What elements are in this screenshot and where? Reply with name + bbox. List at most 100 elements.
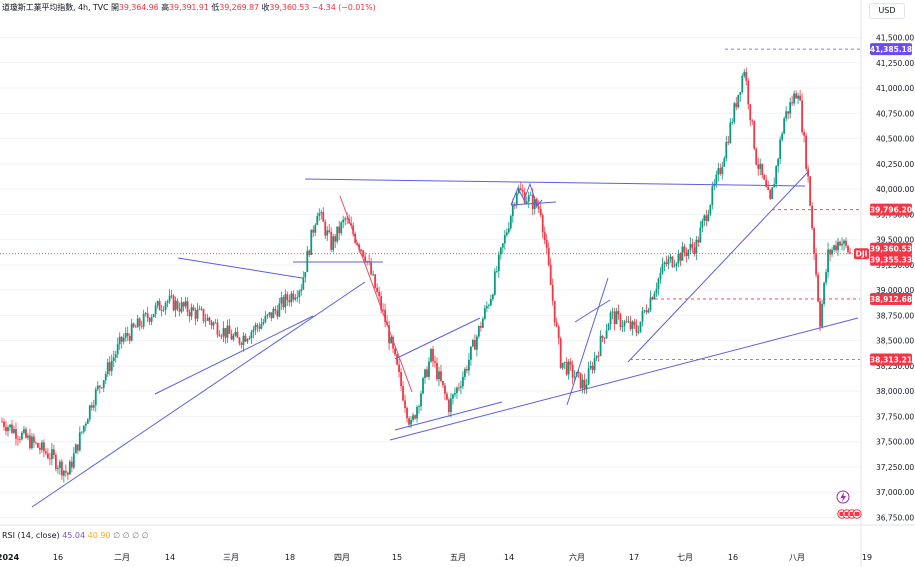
candle bbox=[635, 319, 638, 337]
candle-body bbox=[260, 323, 263, 329]
rsi-value-1: 45.04 bbox=[62, 531, 86, 540]
candle bbox=[481, 316, 484, 329]
y-tick-label: 39,500.00 bbox=[876, 236, 914, 245]
price-axis[interactable]: 36,750.00 37,000.00 37,250.00 37,500.00 37,7… bbox=[876, 34, 914, 523]
candle bbox=[46, 448, 49, 460]
candle bbox=[675, 262, 678, 272]
candle bbox=[212, 321, 215, 330]
candle-body bbox=[41, 442, 43, 450]
candle bbox=[729, 118, 732, 144]
candle-body bbox=[555, 322, 558, 327]
candle bbox=[112, 350, 115, 368]
candle-body bbox=[252, 329, 255, 332]
candle bbox=[509, 214, 512, 231]
rsi-legend[interactable]: RSI (14, close) 45.04 40.90 ∅ ∅ ∅ ∅ bbox=[2, 531, 149, 540]
price-label-last: 39,360.53 bbox=[870, 242, 912, 255]
candle bbox=[567, 358, 570, 380]
candle-body bbox=[29, 435, 31, 449]
candle bbox=[64, 464, 67, 477]
candle-body bbox=[148, 318, 151, 322]
trendline bbox=[394, 317, 481, 360]
candle-body bbox=[110, 360, 113, 372]
candle-body bbox=[438, 371, 440, 380]
candle bbox=[511, 198, 514, 223]
candle bbox=[236, 326, 239, 338]
candle-body bbox=[775, 166, 778, 185]
lightning-icon[interactable] bbox=[836, 490, 850, 504]
candle bbox=[228, 319, 231, 335]
candle bbox=[74, 443, 77, 454]
candle bbox=[721, 161, 724, 180]
candle bbox=[402, 381, 404, 402]
candle-body bbox=[352, 225, 355, 235]
candle-body bbox=[188, 312, 191, 317]
candle-body bbox=[525, 201, 528, 204]
candle bbox=[687, 249, 690, 260]
event-flags-icon[interactable] bbox=[837, 509, 862, 519]
candle-body bbox=[378, 291, 381, 297]
candle-body bbox=[489, 299, 492, 306]
symbol-title[interactable]: 道瓊斯工業平均指數, 4h, TVC bbox=[2, 3, 109, 12]
candle-body bbox=[843, 240, 845, 244]
candle bbox=[394, 347, 396, 356]
candle-body bbox=[687, 249, 690, 256]
candle-body bbox=[839, 241, 841, 246]
y-tick-label: 40,750.00 bbox=[876, 109, 914, 118]
candle bbox=[751, 118, 754, 125]
trendline bbox=[389, 317, 859, 441]
candle-body bbox=[268, 312, 271, 315]
candle bbox=[617, 304, 620, 320]
candle bbox=[118, 332, 121, 350]
candle bbox=[777, 157, 780, 173]
candle bbox=[296, 290, 299, 302]
candle bbox=[124, 327, 127, 342]
close-value: 39,360.53 bbox=[269, 3, 310, 12]
currency-button[interactable]: USD bbox=[869, 3, 905, 19]
candle bbox=[278, 298, 281, 318]
candle bbox=[242, 332, 245, 352]
candle bbox=[745, 67, 748, 86]
candle-body bbox=[136, 318, 139, 328]
candle-body bbox=[220, 336, 223, 337]
price-label-box bbox=[870, 43, 912, 56]
candle-body bbox=[745, 71, 748, 81]
candle-body bbox=[25, 429, 27, 438]
x-tick-label: 18 bbox=[285, 553, 295, 562]
time-axis[interactable]: 2024 16 二月 14 三月 18 四月 15 五月 14 六月 17 七月 16 八月 19 bbox=[0, 552, 872, 562]
candle bbox=[845, 237, 847, 249]
candle bbox=[693, 242, 696, 257]
candle-body bbox=[5, 427, 7, 432]
candle-body bbox=[751, 120, 754, 121]
candle bbox=[418, 404, 420, 414]
candle-body bbox=[140, 325, 143, 327]
x-tick-label: 14 bbox=[165, 553, 175, 562]
candle bbox=[190, 303, 193, 321]
symbol-tag-text: DJI bbox=[856, 250, 868, 259]
candle bbox=[21, 430, 23, 441]
candle-body bbox=[346, 218, 349, 220]
candle-body bbox=[711, 186, 714, 205]
candle bbox=[25, 426, 27, 439]
candle bbox=[404, 394, 406, 413]
candle-body bbox=[364, 256, 367, 262]
candle bbox=[200, 306, 203, 311]
candle bbox=[210, 319, 213, 330]
candle-body bbox=[274, 308, 277, 311]
y-tick-label: 41,000.00 bbox=[876, 84, 914, 93]
candle bbox=[384, 303, 386, 328]
candle-body bbox=[647, 310, 650, 313]
candle bbox=[783, 116, 786, 135]
candle-body bbox=[192, 307, 195, 311]
candle-body bbox=[13, 429, 15, 433]
rsi-value-2: 40.90 bbox=[87, 531, 111, 540]
candle bbox=[759, 158, 762, 176]
candle bbox=[150, 314, 153, 326]
candle-body bbox=[300, 289, 303, 292]
candle-body bbox=[298, 291, 301, 298]
candle bbox=[849, 248, 851, 255]
y-tick-label: 38,750.00 bbox=[876, 311, 914, 320]
candle-body bbox=[270, 312, 273, 319]
candle bbox=[298, 289, 301, 304]
candle bbox=[98, 385, 101, 394]
